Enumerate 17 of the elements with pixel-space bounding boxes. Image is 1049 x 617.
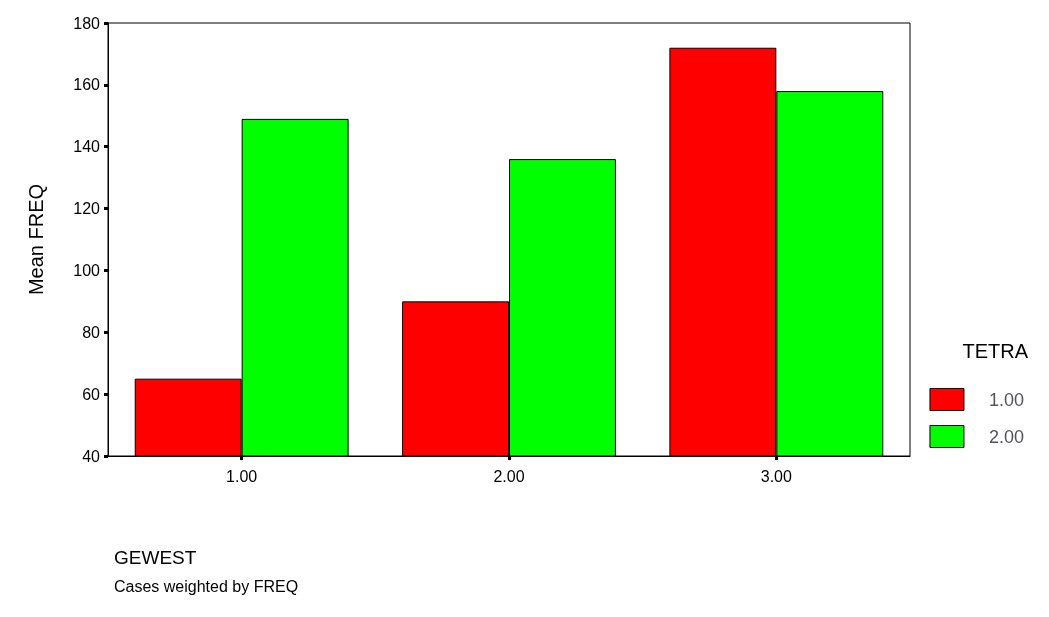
x-tick-label: 3.00 (760, 467, 793, 485)
y-tick-label: 40 (82, 447, 101, 465)
legend-label: 1.00 (988, 389, 1025, 410)
y-tick-label: 120 (73, 200, 101, 218)
y-axis-title: Mean FREQ (25, 183, 47, 296)
y-tick-label: 60 (82, 385, 101, 403)
x-tick-label: 2.00 (493, 467, 525, 485)
x-tick-label: 1.00 (226, 467, 258, 485)
y-tick-label: 100 (73, 261, 101, 279)
y-tick-label: 160 (73, 76, 101, 94)
legend-title: TETRA (962, 340, 1029, 362)
legend-label: 2.00 (988, 426, 1025, 447)
y-tick-label: 80 (82, 323, 101, 341)
y-tick-label: 180 (73, 14, 101, 32)
text: Cases weighted by FREQ (114, 577, 299, 595)
x-axis-title: GEWEST (114, 547, 197, 568)
y-tick-label: 140 (73, 138, 101, 156)
